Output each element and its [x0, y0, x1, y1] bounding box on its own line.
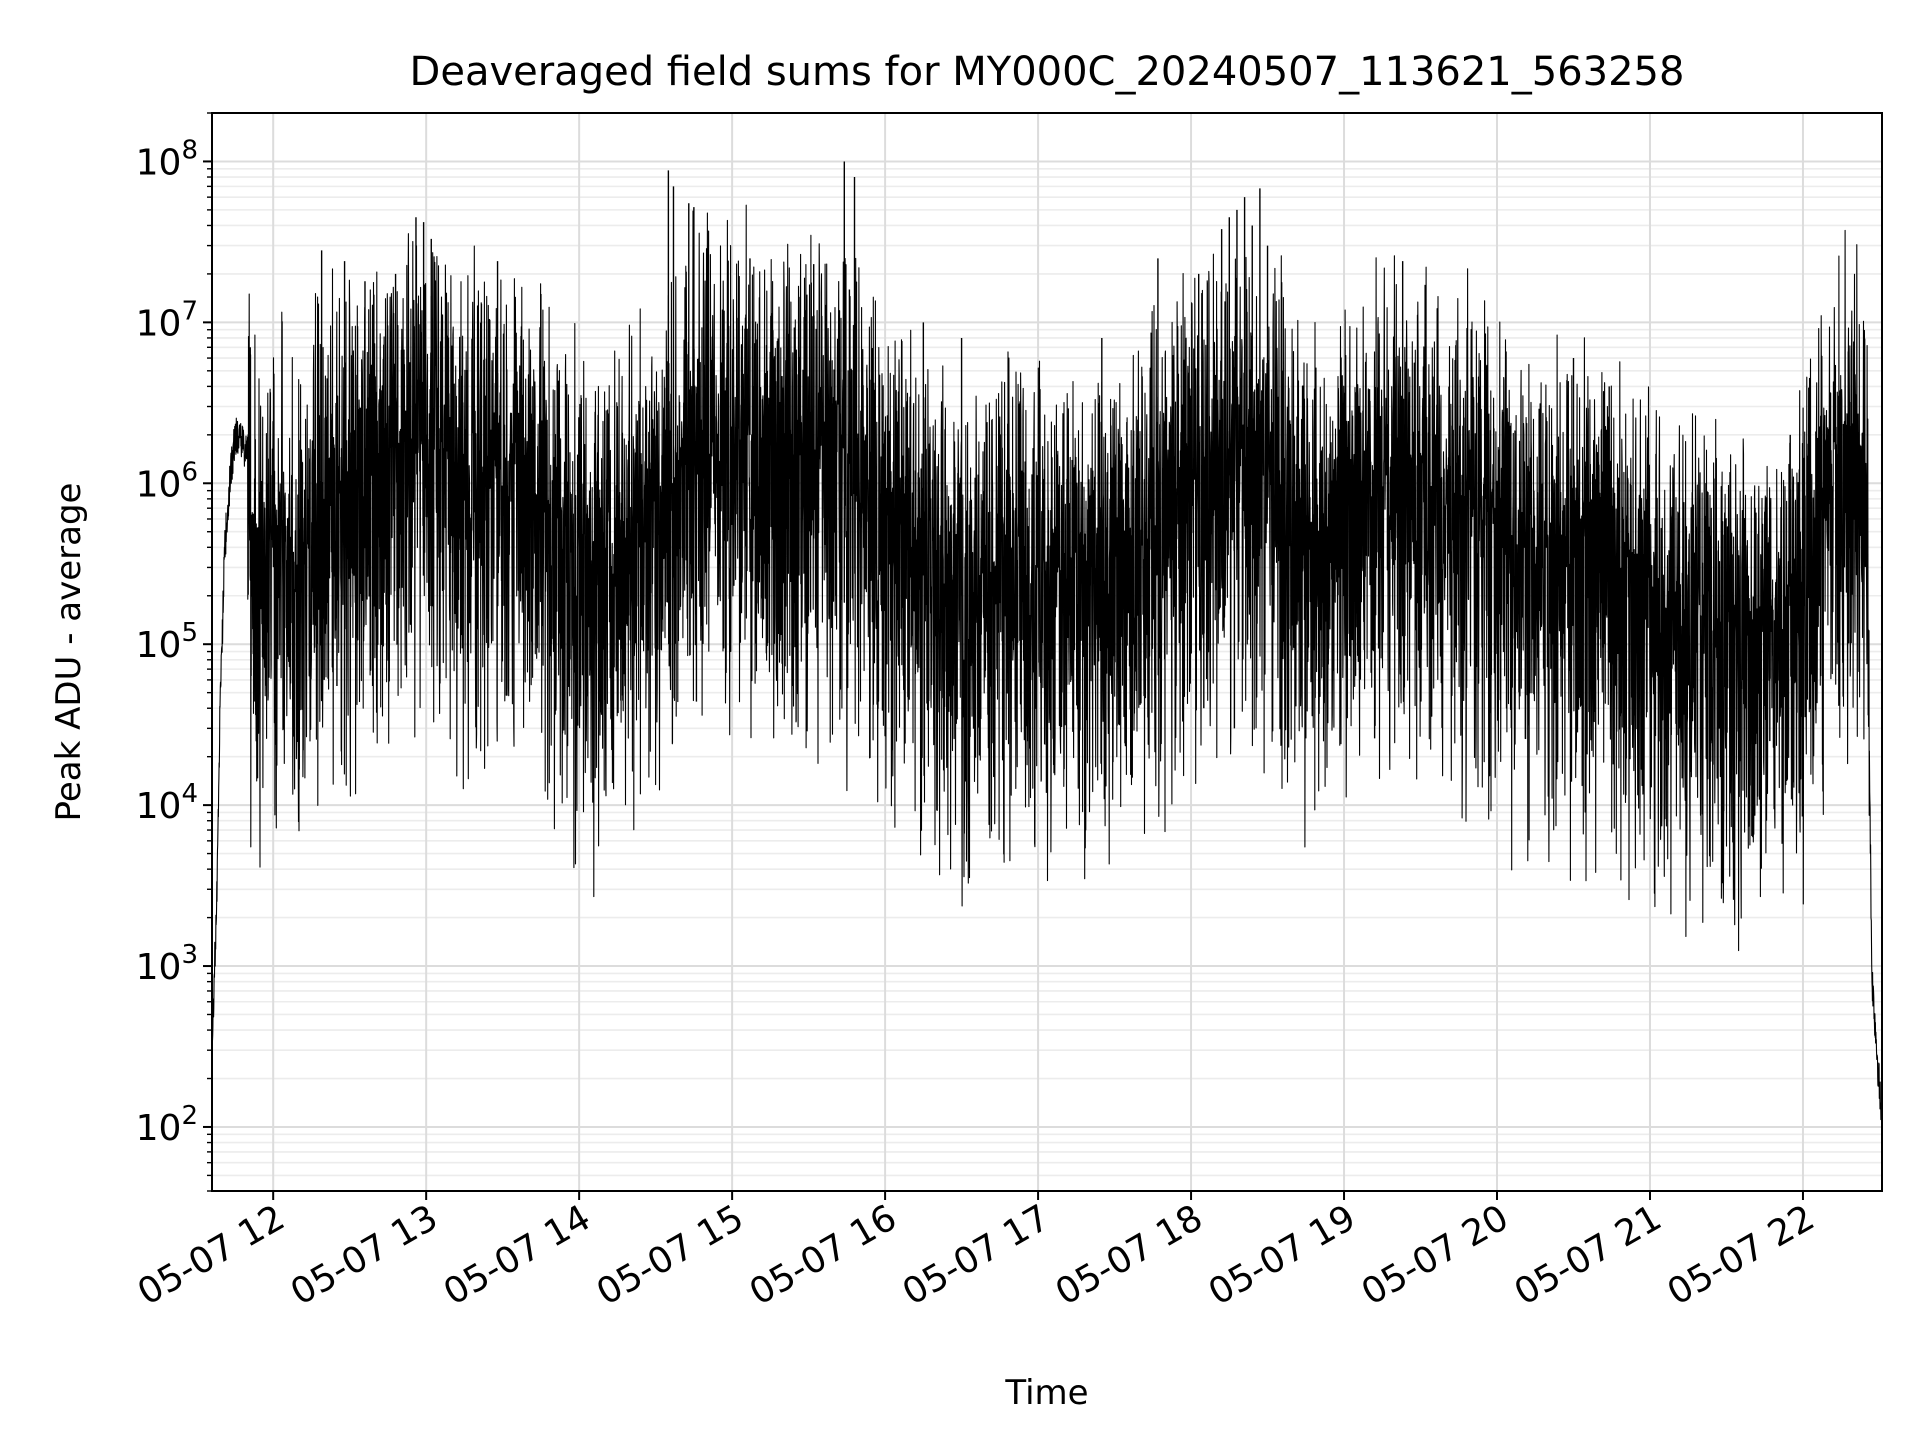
y-tick-base: 10 [136, 303, 182, 344]
x-axis-label: Time [1004, 1373, 1088, 1413]
y-tick-exponent: 8 [181, 135, 198, 165]
y-tick-label: 106 [136, 457, 198, 505]
y-tick-base: 10 [136, 786, 182, 827]
y-tick-label: 107 [136, 296, 198, 344]
y-axis-label: Peak ADU - average [49, 483, 89, 822]
y-tick-base: 10 [136, 142, 182, 183]
y-tick-label: 102 [136, 1101, 198, 1149]
y-tick-base: 10 [136, 625, 182, 666]
y-tick-exponent: 4 [181, 779, 198, 809]
y-tick-exponent: 5 [181, 618, 198, 648]
y-tick-base: 10 [136, 1108, 182, 1149]
y-tick-exponent: 3 [181, 940, 198, 970]
y-tick-exponent: 7 [181, 296, 198, 326]
y-tick-base: 10 [136, 464, 182, 505]
chart-title: Deaveraged field sums for MY000C_2024050… [410, 49, 1685, 95]
y-tick-label: 105 [136, 618, 198, 666]
y-tick-exponent: 2 [181, 1101, 198, 1131]
y-tick-label: 104 [136, 779, 198, 827]
series-line [211, 204, 1883, 1121]
y-tick-base: 10 [136, 947, 182, 988]
y-tick-label: 103 [136, 940, 198, 988]
y-tick-exponent: 6 [181, 457, 198, 487]
y-tick-label: 108 [136, 135, 198, 183]
data-layer [211, 161, 1883, 1121]
